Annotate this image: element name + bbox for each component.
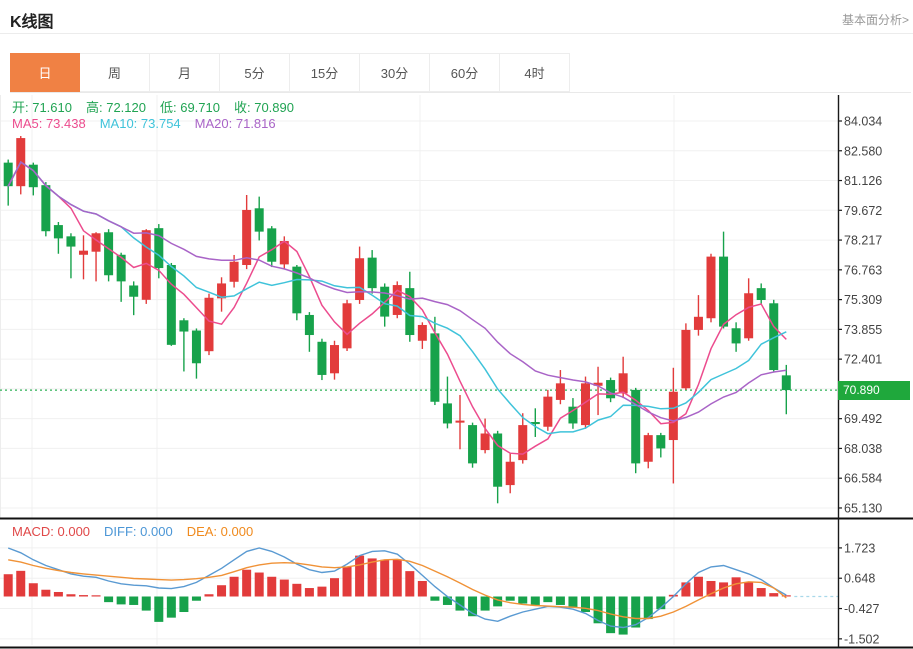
macd-diff-line [7, 547, 787, 629]
svg-text:84.034: 84.034 [844, 115, 882, 129]
svg-text:69.492: 69.492 [844, 412, 882, 426]
svg-text:78.217: 78.217 [844, 234, 882, 248]
svg-text:73.855: 73.855 [844, 323, 882, 337]
fundamental-analysis-link[interactable]: 基本面分析> [841, 13, 909, 27]
legend-macd-item-1: DIFF: 0.000 [104, 524, 173, 539]
svg-text:66.584: 66.584 [844, 472, 882, 486]
tab-3[interactable]: 5分 [220, 53, 290, 92]
bottom-border [0, 646, 913, 649]
macd-legend: MACD: 0.000 DIFF: 0.000 DEA: 0.000 [12, 524, 267, 539]
svg-text:1.723: 1.723 [844, 541, 875, 555]
tab-6[interactable]: 60分 [430, 53, 500, 92]
ma-legend: MA5: 73.438 MA10: 73.754 MA20: 71.816 [12, 116, 290, 131]
svg-text:81.126: 81.126 [844, 174, 882, 188]
svg-text:0.648: 0.648 [844, 572, 875, 586]
header-divider [0, 33, 913, 34]
svg-text:-0.427: -0.427 [844, 602, 879, 616]
legend-ohlc-item-2: 低: 69.710 [160, 100, 220, 115]
ma10-line [7, 161, 787, 435]
macd-histogram [3, 555, 791, 635]
tab-4[interactable]: 15分 [290, 53, 360, 92]
legend-ma-item-1: MA10: 73.754 [99, 116, 181, 131]
gridlines [0, 95, 838, 645]
legend-ohlc-item-3: 收: 70.890 [234, 100, 294, 115]
legend-macd-item-0: MACD: 0.000 [12, 524, 91, 539]
svg-text:65.130: 65.130 [844, 502, 882, 516]
svg-text:79.672: 79.672 [844, 204, 882, 218]
svg-text:75.309: 75.309 [844, 293, 882, 307]
page-title: K线图 [10, 14, 54, 31]
tab-5[interactable]: 30分 [360, 53, 430, 92]
tab-7[interactable]: 4时 [500, 53, 570, 92]
legend-ma-item-2: MA20: 71.816 [194, 116, 276, 131]
legend-macd-item-2: DEA: 0.000 [186, 524, 254, 539]
svg-text:-1.502: -1.502 [844, 632, 879, 646]
svg-text:72.401: 72.401 [844, 353, 882, 367]
panel-separator [0, 517, 913, 520]
current-price-badge: 70.890 [838, 381, 910, 400]
tab-0[interactable]: 日 [10, 53, 80, 92]
ma20-line [7, 161, 787, 422]
tab-2[interactable]: 月 [150, 53, 220, 92]
macd-dea-line [8, 558, 787, 620]
legend-ohlc-item-1: 高: 72.120 [86, 100, 146, 115]
legend-ohlc-item-0: 开: 71.610 [12, 100, 72, 115]
tab-1[interactable]: 周 [80, 53, 150, 92]
svg-text:68.038: 68.038 [844, 442, 882, 456]
axis-labels: 84.034 82.580 81.126 79.672 78.217 76.763 75.3… [838, 115, 882, 646]
ohlc-legend: 开: 71.610 高: 72.120 低: 69.710 收: 70.890 [12, 97, 308, 116]
svg-text:76.763: 76.763 [844, 263, 882, 277]
interval-tab-bar: 日周月 5分 15分 30分 60分 4时 [10, 53, 911, 93]
ma5-line [7, 161, 787, 455]
legend-ma-item-0: MA5: 73.438 [12, 116, 86, 131]
svg-text:82.580: 82.580 [844, 144, 882, 158]
